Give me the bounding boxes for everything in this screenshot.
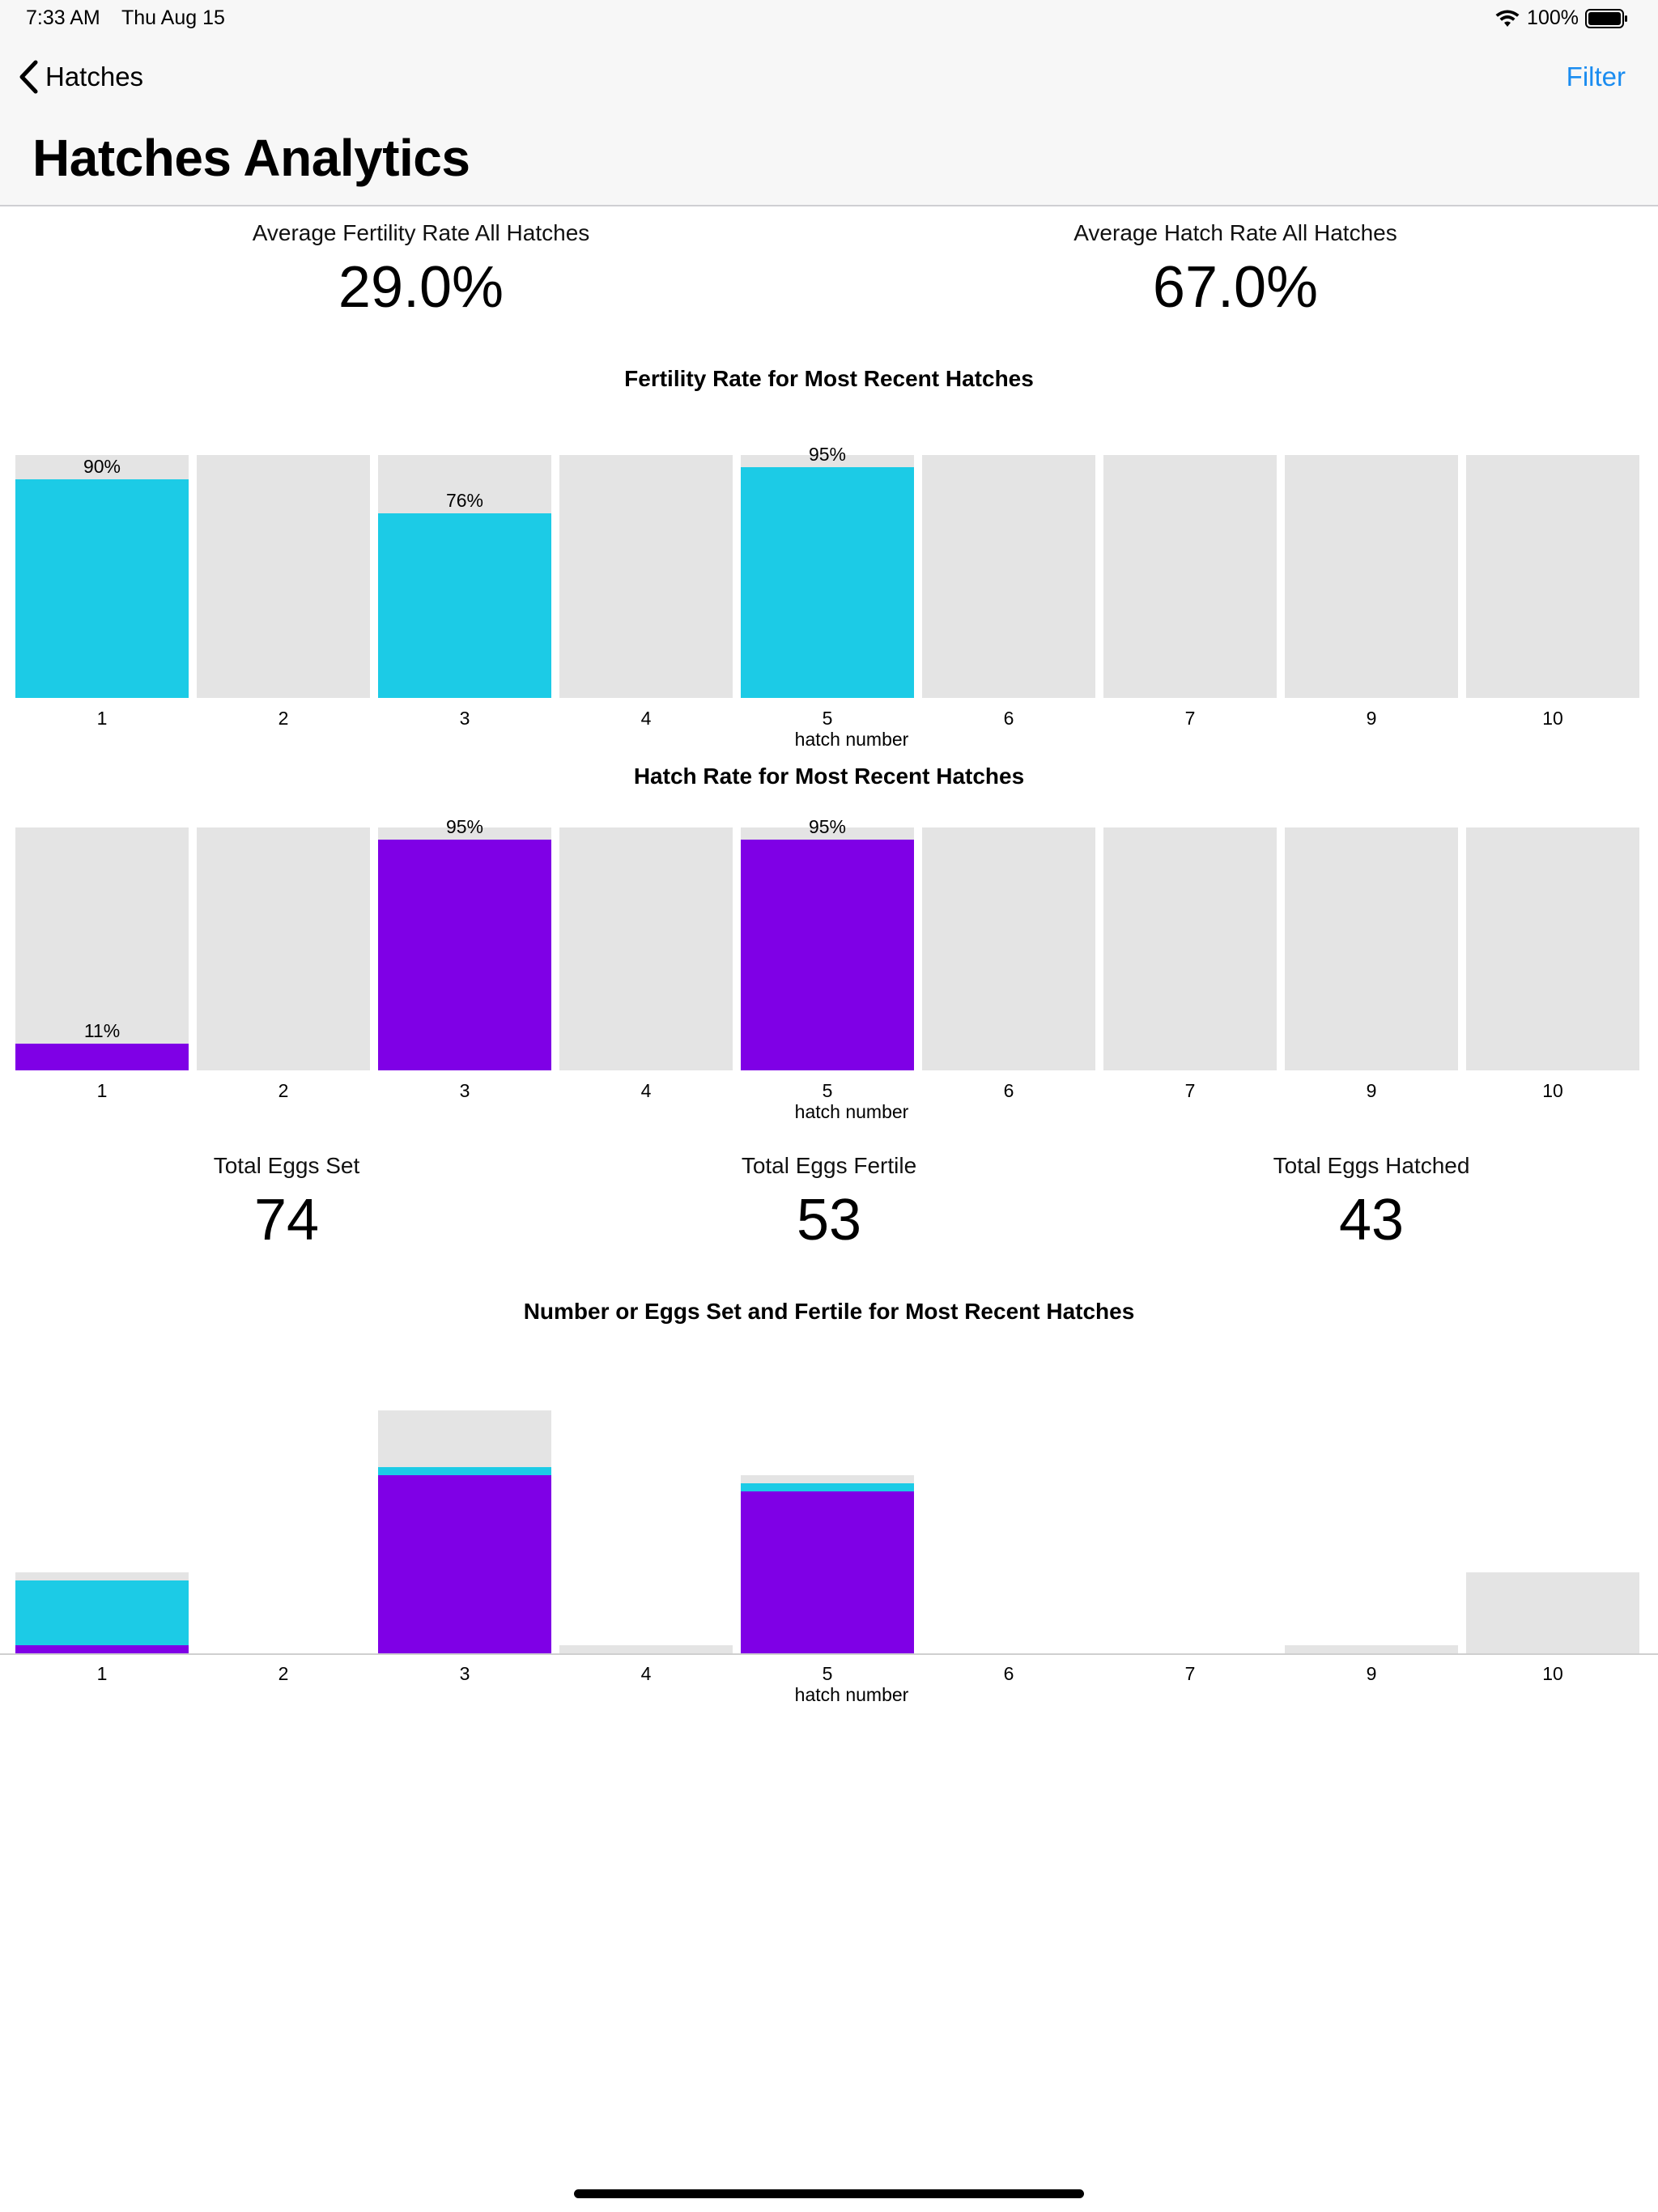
total-eggs-set-label: Total Eggs Set [213,1153,360,1178]
stacked-bar-segment [559,1645,733,1653]
average-fertility-value: 29.0% [338,255,504,320]
bar [378,513,551,698]
bar-track [197,827,370,1070]
x-tick-label: 6 [1004,1663,1014,1684]
total-eggs-set-stat: Total Eggs Set 74 [84,1153,489,1253]
status-bar: 7:33 AM Thu Aug 15 100% [0,0,1658,39]
bar-track [1103,455,1277,698]
x-tick-label: 5 [823,708,833,729]
bar-track [1466,827,1639,1070]
fertility-chart-title: Fertility Rate for Most Recent Hatches [624,366,1034,391]
x-tick-label: 9 [1367,1663,1377,1684]
bar-value-label: 11% [84,1020,120,1041]
x-tick-label: 5 [823,1663,833,1684]
bar-value-label: 95% [446,816,483,837]
status-right: 100% [1494,6,1629,30]
chevron-left-icon [19,60,38,94]
bar-value-label: 95% [809,816,846,837]
average-hatch-value: 67.0% [1152,255,1319,320]
stacked-bar-segment [15,1580,189,1653]
x-tick-label: 1 [97,708,108,729]
average-fertility-stat: Average Fertility Rate All Hatches 29.0% [97,220,745,321]
total-eggs-hatched-label: Total Eggs Hatched [1273,1153,1470,1178]
back-button-label: Hatches [45,62,144,91]
x-tick-label: 4 [641,708,652,729]
bar-track [15,827,189,1070]
x-axis-label: hatch number [795,1101,909,1122]
x-tick-label: 10 [1542,708,1563,729]
x-tick-label: 7 [1185,1080,1196,1101]
x-axis-label: hatch number [795,1684,909,1705]
x-tick-label: 2 [278,708,289,729]
navigation-bar: Hatches Filter Hatches Analytics [0,39,1658,206]
total-eggs-fertile-stat: Total Eggs Fertile 53 [627,1153,1031,1253]
x-tick-label: 4 [641,1663,652,1684]
total-eggs-fertile-value: 53 [796,1188,862,1253]
x-tick-label: 2 [278,1663,289,1684]
stacked-bar-segment [741,1491,914,1653]
status-date: Thu Aug 15 [121,6,225,29]
x-tick-label: 3 [460,1080,470,1101]
battery-icon [1585,8,1627,28]
x-tick-label: 7 [1185,708,1196,729]
x-tick-label: 6 [1004,708,1014,729]
x-axis-label: hatch number [795,729,909,750]
filter-button[interactable]: Filter [1566,62,1626,91]
x-tick-label: 1 [97,1663,108,1684]
stacked-bar-segment [378,1475,551,1653]
bar [15,1044,189,1070]
hatch-rate-chart: 11% 95% 95% 1 2 3 4 5 6 7 9 10 hatch number [15,816,1639,1122]
wifi-icon [1495,10,1520,27]
x-tick-label: 9 [1367,708,1377,729]
bar-track [559,455,733,698]
x-tick-label: 7 [1185,1663,1196,1684]
average-fertility-label: Average Fertility Rate All Hatches [252,220,590,245]
average-hatch-label: Average Hatch Rate All Hatches [1073,220,1397,245]
home-indicator[interactable] [574,2189,1084,2198]
bar-track [1103,827,1277,1070]
stacked-bar-segment [1466,1572,1639,1653]
total-eggs-set-value: 74 [253,1188,320,1253]
eggs-count-chart-title: Number or Eggs Set and Fertile for Most … [523,1299,1135,1324]
bar-track [922,455,1095,698]
x-tick-label: 4 [641,1080,652,1101]
eggs-set-fertile-chart: 1 2 3 4 5 6 7 9 10 hatch number [0,1410,1658,1705]
x-tick-label: 3 [460,708,470,729]
x-tick-label: 5 [823,1080,833,1101]
bar-track [922,827,1095,1070]
average-hatch-stat: Average Hatch Rate All Hatches 67.0% [912,220,1559,321]
bar [741,840,914,1070]
total-eggs-hatched-value: 43 [1338,1188,1405,1253]
fertility-rate-chart: 90% 76% 95% 1 2 3 4 5 6 7 9 10 hatch number [15,444,1639,750]
x-tick-label: 2 [278,1080,289,1101]
bar-track [559,827,733,1070]
x-tick-label: 9 [1367,1080,1377,1101]
x-tick-label: 3 [460,1663,470,1684]
bar-track [197,455,370,698]
stacked-bar-segment [15,1645,189,1653]
back-button[interactable]: Hatches [18,60,143,94]
total-eggs-hatched-stat: Total Eggs Hatched 43 [1169,1153,1574,1253]
page-title: Hatches Analytics [32,129,470,187]
hatch-rate-chart-title: Hatch Rate for Most Recent Hatches [633,764,1025,789]
x-tick-label: 1 [97,1080,108,1101]
bar-track [1466,455,1639,698]
bar-track [1285,827,1458,1070]
bar-track [1285,455,1458,698]
bar [378,840,551,1070]
total-eggs-fertile-label: Total Eggs Fertile [741,1153,917,1178]
x-tick-label: 10 [1542,1080,1563,1101]
bar [741,467,914,698]
x-tick-label: 6 [1004,1080,1014,1101]
bar-value-label: 95% [809,444,846,465]
x-tick-label: 10 [1542,1663,1563,1684]
bar-value-label: 90% [83,456,121,477]
bar-value-label: 76% [446,490,483,511]
bar [15,479,189,698]
status-time: 7:33 AM [26,6,100,29]
battery-percent: 100% [1527,6,1579,29]
stacked-bar-segment [1285,1645,1458,1653]
